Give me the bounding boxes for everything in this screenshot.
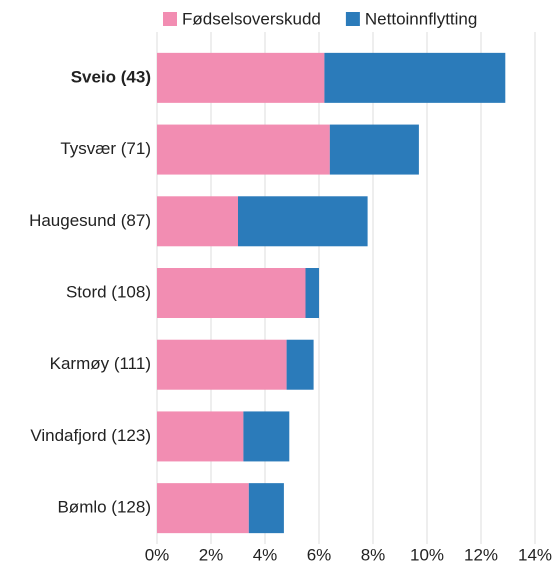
bar-segment [324,52,506,103]
y-tick-label: Stord (108) [66,282,151,301]
bar-segment [157,52,325,103]
y-tick-label: Bømlo (128) [57,498,151,517]
y-tick-label: Tysvær (71) [60,139,151,158]
legend-label: Nettoinnflytting [365,9,477,28]
bar-segment [243,411,290,462]
x-tick-label: 8% [361,545,386,564]
bar-segment [238,196,368,247]
legend-swatch [163,12,177,26]
x-tick-label: 0% [145,545,170,564]
x-tick-label: 10% [410,545,444,564]
legend-label: Fødselsoverskudd [182,9,321,28]
bar-segment [157,483,249,534]
y-tick-label: Karmøy (111) [50,354,151,373]
bar-segment [305,268,319,318]
bar-segment [157,196,238,247]
x-tick-label: 6% [307,545,332,564]
y-tick-label: Vindafjord (123) [30,426,151,445]
bar-segment [157,411,244,462]
x-tick-label: 4% [253,545,278,564]
bar-segment [157,268,306,318]
bar-segment [157,339,287,390]
bar-segment [286,339,314,390]
bar-segment [157,124,330,175]
x-tick-label: 14% [518,545,552,564]
bar-segment [248,483,284,534]
legend-swatch [345,12,360,26]
y-tick-label: Sveio (43) [71,67,151,86]
x-tick-label: 12% [464,545,498,564]
y-tick-label: Haugesund (87) [29,211,151,230]
x-tick-label: 2% [199,545,224,564]
bar-segment [329,124,419,175]
